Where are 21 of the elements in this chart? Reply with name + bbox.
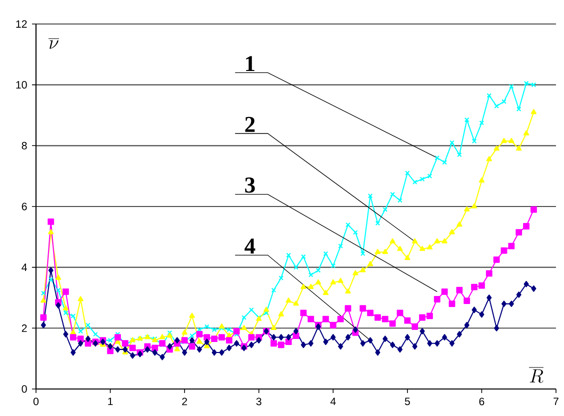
x-axis-title: $\overline{R}$ [529,367,544,383]
y-tick-label: 2 [22,324,27,332]
y-tick-label: 0 [22,385,27,393]
x-tick-label: 0 [33,398,39,406]
annotation: 3 [245,177,255,193]
annotation: 4 [244,238,256,254]
y-tick-label: 4 [22,264,27,271]
y-tick-label: 10 [16,81,27,89]
x-tick-label: 5 [404,398,410,406]
y-axis-title: $\overline{\nu}$ [48,38,60,49]
y-tick-label: 8 [22,142,27,150]
x-tick-label: 4 [330,398,336,406]
x-tick-label: 3 [256,398,262,406]
y-tick-label: 6 [22,202,27,210]
x-tick-label: 6 [479,398,484,406]
y-tick-label: 12 [16,20,27,28]
x-tick-label: 1 [108,398,113,406]
annotation: 2 [245,116,255,132]
x-tick-label: 7 [554,398,558,406]
x-tick-label: 2 [182,398,187,406]
annotation: 1 [246,56,254,72]
